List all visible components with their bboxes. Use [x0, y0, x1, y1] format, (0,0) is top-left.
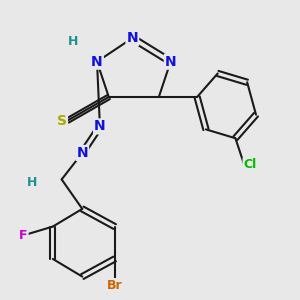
Text: S: S: [57, 114, 67, 128]
Text: N: N: [165, 55, 176, 69]
Text: N: N: [76, 146, 88, 160]
Text: H: H: [27, 176, 38, 189]
Text: F: F: [19, 229, 28, 242]
Text: Br: Br: [107, 279, 122, 292]
Text: N: N: [127, 31, 138, 45]
Text: H: H: [68, 34, 79, 48]
Text: N: N: [94, 119, 106, 134]
Text: N: N: [91, 55, 103, 69]
Text: Cl: Cl: [244, 158, 257, 171]
